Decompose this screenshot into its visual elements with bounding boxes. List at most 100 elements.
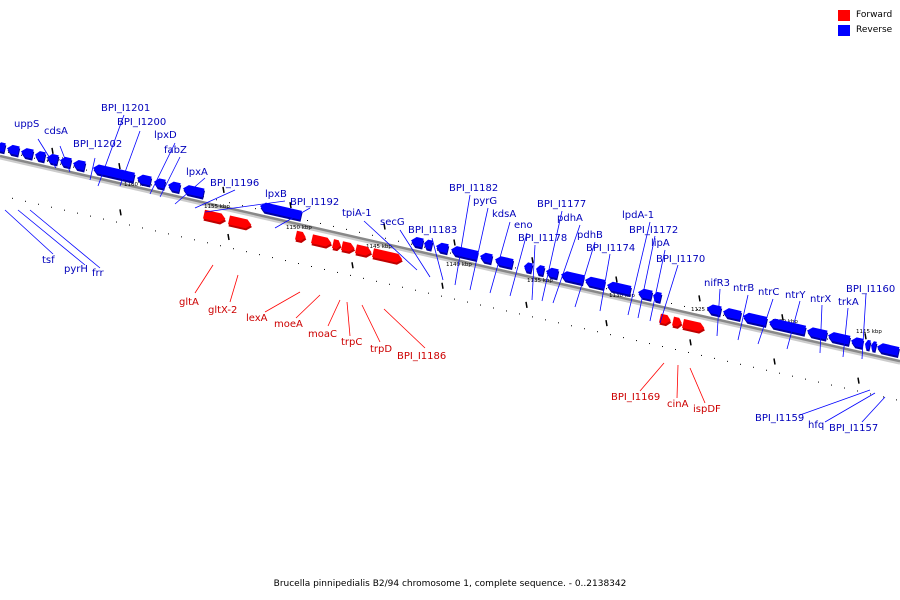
major-tick bbox=[453, 239, 456, 246]
minor-tick bbox=[372, 234, 373, 236]
leader-line bbox=[824, 392, 876, 423]
minor-tick bbox=[64, 209, 65, 211]
minor-tick bbox=[827, 338, 828, 340]
gene-arrow bbox=[435, 242, 450, 256]
minor-tick bbox=[636, 340, 637, 342]
gene-arrow bbox=[423, 239, 434, 252]
minor-tick bbox=[21, 154, 22, 156]
minor-tick bbox=[129, 224, 130, 226]
minor-tick bbox=[138, 181, 139, 183]
gene-label-moac: moaC bbox=[308, 329, 337, 340]
leader-line bbox=[4, 209, 54, 255]
gene-arrow-face bbox=[850, 337, 864, 348]
minor-tick bbox=[60, 163, 61, 165]
leader-line bbox=[552, 224, 581, 304]
gene-label-gltx-2: gltX-2 bbox=[208, 305, 237, 316]
gene-label-lexa: lexA bbox=[246, 313, 268, 324]
gene-label-ntry: ntrY bbox=[785, 290, 806, 301]
minor-tick bbox=[454, 298, 455, 300]
minor-tick bbox=[402, 286, 403, 288]
major-tick bbox=[857, 377, 860, 384]
minor-tick bbox=[142, 227, 143, 229]
gene-label-lpda-1: lpdA-1 bbox=[622, 210, 654, 221]
gene-arrow-face bbox=[92, 164, 135, 182]
leader-line bbox=[819, 304, 823, 354]
major-tick bbox=[51, 147, 54, 154]
gene-label-pyrg: pyrG bbox=[473, 196, 497, 207]
gene-label-bpi-i1183: BPI_I1183 bbox=[408, 225, 457, 236]
gene-label-lpxb: lpxB bbox=[265, 189, 287, 200]
gene-arrow bbox=[202, 209, 226, 225]
minor-tick bbox=[480, 304, 481, 306]
major-tick bbox=[119, 209, 122, 216]
minor-tick bbox=[320, 222, 321, 224]
leader-line bbox=[59, 145, 71, 173]
gene-label-bpi-i1200: BPI_I1200 bbox=[117, 117, 166, 128]
leader-line bbox=[716, 288, 721, 337]
gene-arrow-face bbox=[681, 318, 705, 332]
leader-line bbox=[786, 300, 801, 350]
gene-arrow-face bbox=[742, 312, 768, 326]
minor-tick bbox=[792, 375, 793, 377]
gene-arrow bbox=[259, 202, 303, 222]
leader-line bbox=[842, 307, 849, 358]
major-tick bbox=[289, 201, 292, 209]
minor-tick bbox=[688, 351, 689, 353]
minor-tick bbox=[532, 316, 533, 318]
minor-tick bbox=[610, 334, 611, 336]
minor-tick bbox=[272, 257, 273, 259]
scale-label: 1125 kbp bbox=[691, 307, 717, 313]
gene-arrow-face bbox=[6, 144, 20, 156]
minor-tick bbox=[333, 225, 334, 227]
gene-arrow-face bbox=[153, 178, 166, 189]
gene-arrow-face bbox=[331, 239, 341, 249]
leader-line bbox=[431, 237, 444, 281]
gene-label-trpc: trpC bbox=[341, 337, 362, 348]
gene-label-bpi-i1174: BPI_I1174 bbox=[586, 243, 635, 254]
major-tick bbox=[525, 301, 528, 309]
minor-tick bbox=[437, 249, 438, 251]
leader-line bbox=[264, 291, 301, 313]
minor-tick bbox=[805, 378, 806, 380]
minor-tick bbox=[818, 381, 819, 383]
leader-line bbox=[119, 130, 141, 187]
gene-arrow-face bbox=[0, 142, 6, 153]
leader-line bbox=[383, 308, 426, 349]
scale-label: 1145 kbp bbox=[366, 244, 392, 250]
gene-arrow-face bbox=[410, 237, 424, 248]
gene-arrow bbox=[6, 144, 21, 158]
scale-label: 1160 kbp bbox=[124, 182, 150, 188]
legend: Forward Reverse bbox=[838, 8, 892, 38]
major-tick bbox=[689, 339, 692, 346]
minor-tick bbox=[558, 322, 559, 324]
leader-line bbox=[541, 210, 563, 302]
major-tick bbox=[351, 262, 354, 269]
gene-arrow-face bbox=[227, 215, 252, 229]
leader-line bbox=[346, 301, 351, 337]
minor-tick bbox=[441, 295, 442, 297]
minor-tick bbox=[38, 203, 39, 205]
gene-arrow-face bbox=[768, 318, 807, 335]
minor-tick bbox=[168, 233, 169, 235]
gene-arrow bbox=[681, 318, 705, 334]
gene-label-bpi-i1201: BPI_I1201 bbox=[101, 103, 150, 114]
leader-line bbox=[659, 264, 679, 324]
scale-label: 1140 kbp bbox=[446, 262, 472, 268]
leader-line bbox=[204, 200, 286, 213]
minor-tick bbox=[90, 215, 91, 217]
gene-arrow bbox=[227, 215, 252, 231]
minor-tick bbox=[831, 384, 832, 386]
gene-label-lipa: lipA bbox=[651, 238, 670, 249]
leader-line bbox=[737, 294, 749, 341]
gene-label-tsf: tsf bbox=[42, 255, 55, 266]
leader-line bbox=[861, 396, 886, 423]
gene-arrow bbox=[560, 271, 585, 287]
leader-line bbox=[97, 114, 125, 187]
minor-tick bbox=[216, 199, 217, 201]
minor-tick bbox=[220, 245, 221, 247]
gene-label-nifr3: nifR3 bbox=[704, 278, 730, 289]
leader-line bbox=[29, 209, 101, 269]
major-tick bbox=[615, 276, 618, 283]
gene-arrow bbox=[806, 327, 829, 342]
minor-tick bbox=[116, 221, 117, 223]
